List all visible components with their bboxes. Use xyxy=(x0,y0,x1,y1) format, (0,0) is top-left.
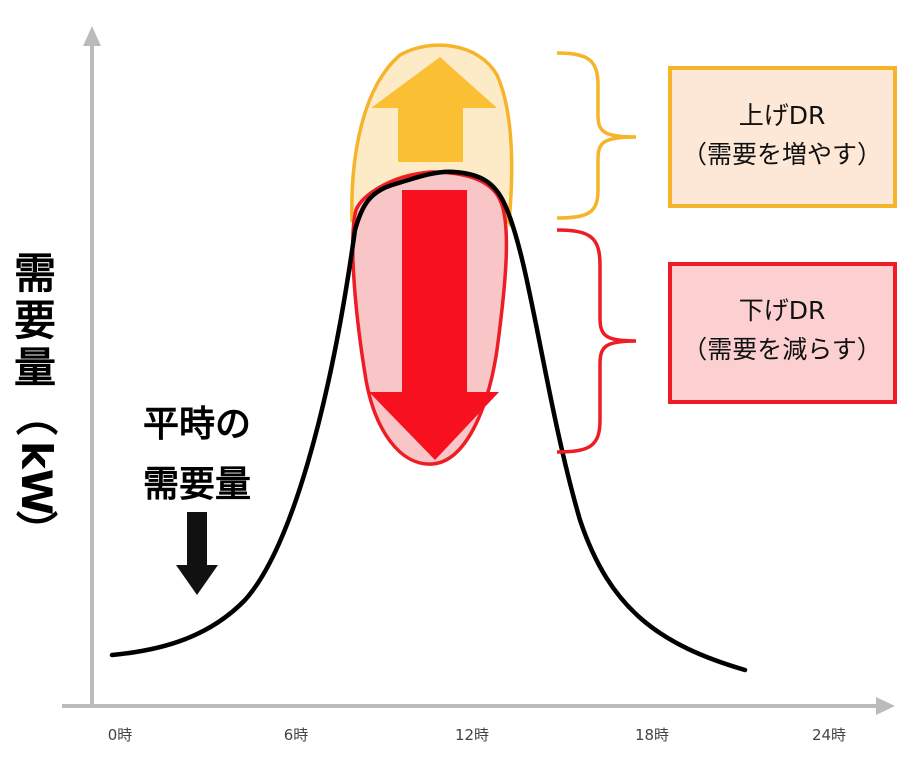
x-tick-label: 0時 xyxy=(108,726,133,744)
up-dr-legend: 上げDR （需要を増やす） xyxy=(668,66,897,208)
baseline-note-line: 平時の xyxy=(143,404,251,445)
up-dr-label: 上げDR xyxy=(739,101,826,130)
baseline-arrow-head xyxy=(176,565,218,595)
y-label-char: W xyxy=(12,469,61,515)
x-tick-label: 12時 xyxy=(455,726,489,744)
baseline-note-line: 需要量 xyxy=(143,464,251,505)
demand-curve xyxy=(109,169,748,673)
y-label-char: （ xyxy=(11,394,60,436)
y-label-char: k xyxy=(12,441,61,470)
y-label-char: ） xyxy=(11,510,60,552)
up-arrow xyxy=(371,57,497,162)
down-dr-label: 下げDR xyxy=(739,296,826,325)
x-tick-label: 18時 xyxy=(635,726,669,744)
down-dr-brace xyxy=(556,228,637,454)
y-label-char: 需 xyxy=(14,249,56,298)
down-arrow xyxy=(369,190,499,460)
up-dr-brace xyxy=(556,51,637,220)
down-dr-legend-box xyxy=(668,262,897,404)
y-label-char: 量 xyxy=(14,343,56,392)
y-axis-label: 需 要 量 （ k W ） xyxy=(11,249,61,552)
baseline-arrow-shaft xyxy=(187,512,207,567)
y-label-char: 要 xyxy=(14,296,56,345)
y-axis-arrowhead xyxy=(83,26,101,46)
x-tick-label: 24時 xyxy=(812,726,846,744)
down-dr-sublabel: （需要を減らす） xyxy=(682,335,882,364)
up-dr-legend-box xyxy=(668,66,897,208)
x-axis-arrowhead xyxy=(876,697,895,715)
baseline-note: 平時の 需要量 xyxy=(143,404,251,595)
x-tick-label: 6時 xyxy=(284,726,309,744)
down-dr-legend: 下げDR （需要を減らす） xyxy=(668,262,897,404)
x-tick-labels: 0時 6時 12時 18時 24時 xyxy=(108,726,846,744)
axes xyxy=(62,26,895,715)
up-dr-sublabel: （需要を増やす） xyxy=(682,140,882,169)
